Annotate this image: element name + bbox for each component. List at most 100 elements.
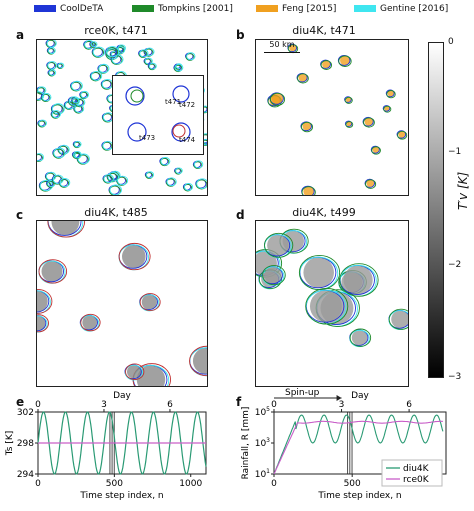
cloud-contour xyxy=(144,47,155,57)
cloud-contour xyxy=(103,174,114,184)
cloud-contour xyxy=(383,105,392,113)
cloud-contour xyxy=(37,91,45,101)
cloud-contour xyxy=(186,52,196,61)
cloud-contour xyxy=(57,145,69,155)
cloud-object xyxy=(263,232,294,258)
colorbar-tick: −3 xyxy=(448,372,462,382)
legend-label: CoolDeTA xyxy=(60,4,104,14)
map-panel-d xyxy=(255,220,409,387)
cloud-contour xyxy=(145,172,154,179)
cloud-contour xyxy=(337,55,351,66)
cloud-core xyxy=(309,290,342,323)
cloud-core xyxy=(364,117,374,127)
cloud-object xyxy=(71,97,80,105)
cloud-object xyxy=(97,63,110,74)
cloud-contour xyxy=(37,154,43,162)
cloud-object xyxy=(79,313,101,332)
cloud-contour xyxy=(175,63,183,70)
legend-label: diu4K xyxy=(403,464,430,474)
cloud-contour xyxy=(269,92,286,106)
cloud-object xyxy=(174,167,183,175)
cloud-contour xyxy=(73,150,82,159)
cloud-core xyxy=(372,146,380,154)
cloud-object xyxy=(106,171,119,183)
series-line-diu4K xyxy=(273,414,444,475)
panel-letter-d: d xyxy=(236,208,245,222)
legend-label: rce0K xyxy=(403,475,430,485)
cloud-contour xyxy=(160,157,171,166)
cloud-contour xyxy=(262,265,286,286)
panel-title-d: diu4K, t499 xyxy=(292,206,356,219)
legend-box xyxy=(381,459,443,487)
cloud-core xyxy=(37,290,48,313)
x-tick-label: 500 xyxy=(344,479,361,489)
cloud-contour xyxy=(77,154,89,165)
cloud-contour xyxy=(101,80,113,90)
cloud-contour xyxy=(109,185,121,195)
y-axis-label: Ts [K] xyxy=(5,431,15,456)
cloud-contour xyxy=(344,96,352,103)
cloud-object xyxy=(108,184,122,195)
legend-swatch xyxy=(354,5,376,12)
cloud-contour xyxy=(74,104,85,113)
cloud-core xyxy=(398,130,406,139)
cloud-object xyxy=(58,178,71,188)
cloud-object xyxy=(182,183,194,192)
cloud-object xyxy=(362,116,375,128)
top-tick-label: 6 xyxy=(167,400,173,410)
cloud-core xyxy=(41,260,63,282)
cloud-contour xyxy=(193,160,204,169)
cloud-contour xyxy=(338,55,352,67)
cloud-core xyxy=(366,179,375,188)
cloud-contour xyxy=(51,104,64,115)
cloud-object xyxy=(70,80,83,92)
series-line-diu4K xyxy=(37,411,207,475)
cloud-contour xyxy=(71,80,83,91)
top-axis-label: Day xyxy=(351,391,369,401)
cloud-contour xyxy=(125,363,145,380)
x-tick-label: 0 xyxy=(35,479,41,489)
cloud-object xyxy=(185,52,196,61)
cloud-contour xyxy=(48,69,57,76)
cloud-core xyxy=(384,105,391,112)
cloud-object xyxy=(344,96,353,104)
top-tick-label: 0 xyxy=(271,400,277,410)
cloud-contour xyxy=(57,63,64,70)
cloud-object xyxy=(189,345,207,377)
cloud-contour xyxy=(305,287,349,325)
cloud-object xyxy=(305,287,349,325)
cloud-contour xyxy=(195,179,207,190)
cloud-core xyxy=(343,265,373,295)
cloud-object xyxy=(370,145,381,155)
inset-zoom: t471 t472 t473 t474 xyxy=(112,75,204,155)
cloud-core xyxy=(271,92,284,105)
cloud-object xyxy=(344,120,354,128)
cloud-contour xyxy=(47,221,86,238)
cloud-contour xyxy=(73,140,82,148)
cloud-core xyxy=(345,96,352,103)
panel-title-b: diu4K, t471 xyxy=(292,24,356,37)
cloud-contour xyxy=(52,148,65,159)
cloud-contour xyxy=(90,72,102,82)
cloud-core xyxy=(340,55,350,66)
cloud-contour xyxy=(89,42,97,48)
cloud-contour xyxy=(349,328,372,347)
cloud-object xyxy=(37,314,49,333)
cloud-object xyxy=(165,177,177,187)
cloud-contour xyxy=(183,184,193,192)
cloud-object xyxy=(147,62,157,71)
cloud-object xyxy=(56,62,65,70)
legend-item-feng: Feng [2015] xyxy=(256,4,336,14)
cloud-object xyxy=(52,147,66,159)
cloud-contour xyxy=(109,184,122,195)
cloud-contour xyxy=(264,232,294,258)
top-axis-label: Day xyxy=(113,391,131,401)
cloud-contour xyxy=(173,64,183,73)
panel-letter-f: f xyxy=(236,395,242,409)
cloud-object xyxy=(118,242,151,271)
cloud-contour xyxy=(37,290,50,313)
cloud-contour xyxy=(59,178,71,188)
cloud-object xyxy=(40,93,52,102)
panel-title-a: rce0K, t471 xyxy=(84,24,148,37)
cloud-contour xyxy=(47,48,55,55)
